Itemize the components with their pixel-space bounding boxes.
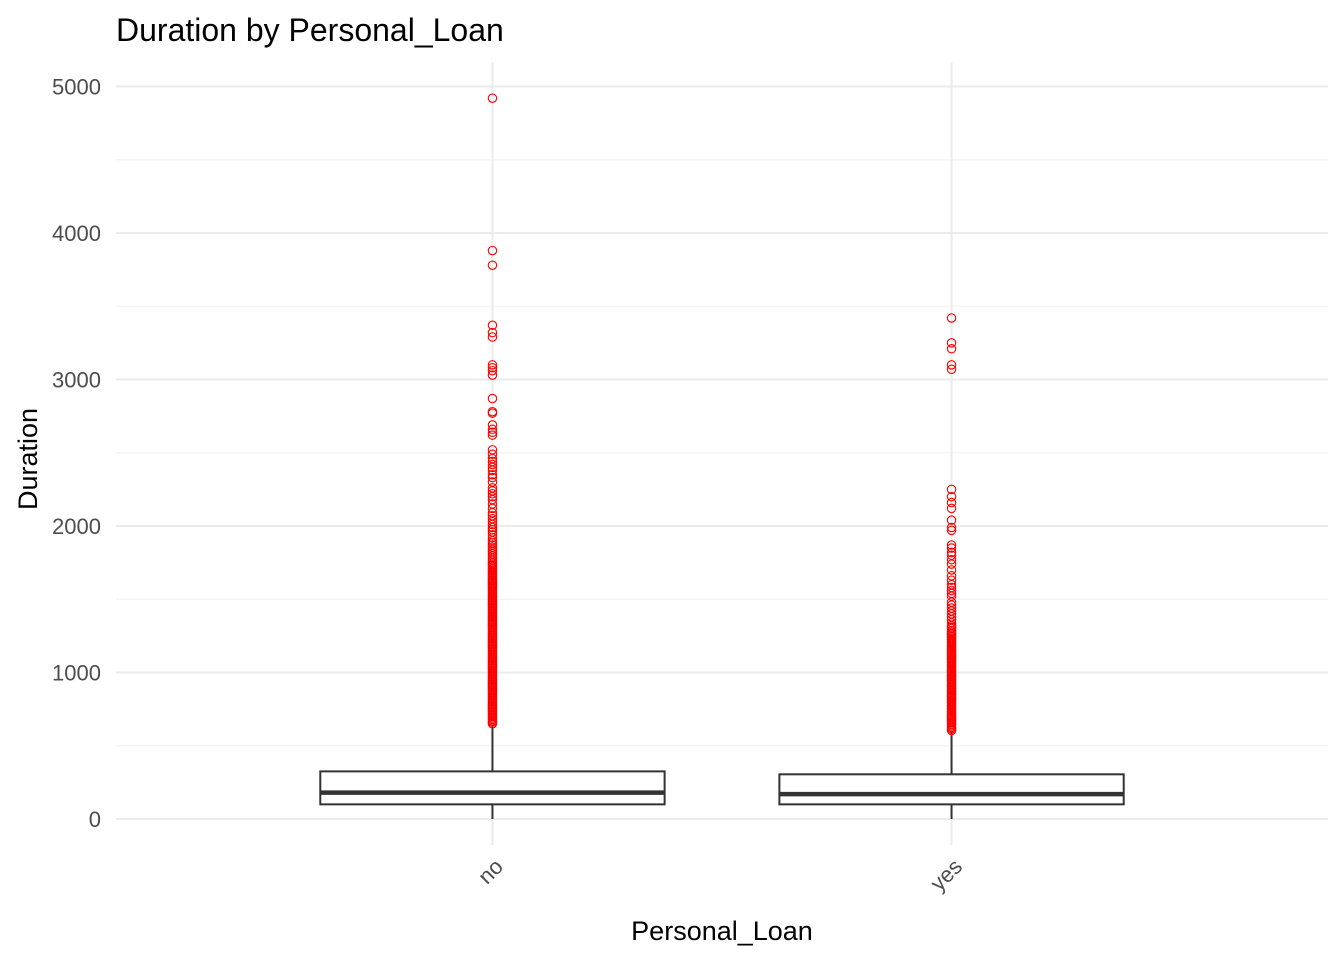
y-tick-label: 4000 bbox=[52, 221, 101, 246]
x-tick-label: no bbox=[473, 854, 508, 889]
outlier-point bbox=[487, 472, 498, 483]
outlier-point bbox=[487, 445, 498, 455]
outlier-point bbox=[487, 393, 498, 404]
box-iqr bbox=[319, 770, 666, 806]
outlier-point bbox=[946, 364, 957, 374]
outlier-point bbox=[487, 530, 498, 540]
outlier-point bbox=[946, 515, 957, 525]
outlier-point bbox=[946, 554, 957, 565]
outlier-point bbox=[487, 327, 498, 338]
y-tick-label: 1000 bbox=[52, 661, 101, 686]
outlier-point bbox=[487, 483, 498, 493]
x-axis-tick-labels: no yes bbox=[473, 854, 967, 896]
x-tick-label: yes bbox=[925, 854, 967, 896]
outlier-point bbox=[946, 575, 957, 585]
outlier-point bbox=[487, 427, 498, 437]
outlier-point bbox=[946, 543, 957, 553]
outlier-point bbox=[487, 260, 498, 270]
outlier-point bbox=[946, 547, 957, 558]
outlier-point bbox=[946, 540, 957, 550]
outlier-point bbox=[487, 513, 498, 524]
y-tick-label: 2000 bbox=[52, 514, 101, 539]
outlier-point bbox=[946, 360, 957, 370]
outlier-point bbox=[946, 522, 957, 533]
outlier-point bbox=[487, 469, 498, 480]
outlier-point bbox=[946, 343, 957, 354]
outlier-point bbox=[487, 456, 498, 467]
outlier-point bbox=[946, 491, 957, 502]
outlier-point bbox=[946, 585, 957, 596]
outlier-point bbox=[946, 525, 957, 536]
outlier-point bbox=[946, 582, 957, 593]
boxes-layer bbox=[319, 93, 1125, 819]
outlier-point bbox=[487, 420, 498, 430]
outlier-point bbox=[946, 503, 957, 514]
outlier-point bbox=[487, 499, 498, 509]
outlier-point bbox=[946, 603, 957, 613]
outlier-point bbox=[487, 245, 498, 256]
y-tick-label: 3000 bbox=[52, 368, 101, 393]
outlier-point bbox=[487, 489, 498, 499]
outlier-point bbox=[487, 406, 498, 417]
outlier-point bbox=[487, 370, 498, 380]
outlier-point bbox=[946, 565, 957, 575]
outlier-point bbox=[487, 424, 498, 435]
y-axis-title: Duration bbox=[13, 408, 43, 510]
outlier-point bbox=[487, 320, 498, 331]
outlier-point bbox=[946, 497, 957, 508]
outlier-point bbox=[487, 360, 498, 370]
box-no bbox=[319, 93, 666, 819]
outlier-point bbox=[487, 365, 498, 376]
outlier-point bbox=[946, 484, 957, 495]
y-tick-label: 0 bbox=[89, 807, 101, 832]
outlier-point bbox=[487, 459, 498, 470]
box-iqr bbox=[778, 773, 1125, 806]
grid-lines bbox=[116, 62, 1328, 845]
outlier-point bbox=[487, 332, 498, 342]
y-tick-label: 5000 bbox=[52, 75, 101, 100]
outlier-point bbox=[946, 338, 957, 348]
box-yes bbox=[778, 313, 1125, 819]
chart-title: Duration by Personal_Loan bbox=[116, 12, 504, 48]
outlier-point bbox=[946, 313, 957, 323]
outlier-point bbox=[487, 510, 498, 521]
outlier-point bbox=[946, 571, 957, 581]
outlier-point bbox=[487, 363, 498, 373]
outlier-point bbox=[487, 430, 498, 440]
outlier-point bbox=[487, 449, 498, 459]
y-axis-tick-labels: 0 1000 2000 3000 4000 5000 bbox=[52, 75, 101, 833]
outlier-point bbox=[487, 477, 498, 487]
outlier-point bbox=[946, 550, 957, 561]
outlier-point bbox=[487, 93, 498, 103]
x-axis-title: Personal_Loan bbox=[631, 916, 813, 946]
